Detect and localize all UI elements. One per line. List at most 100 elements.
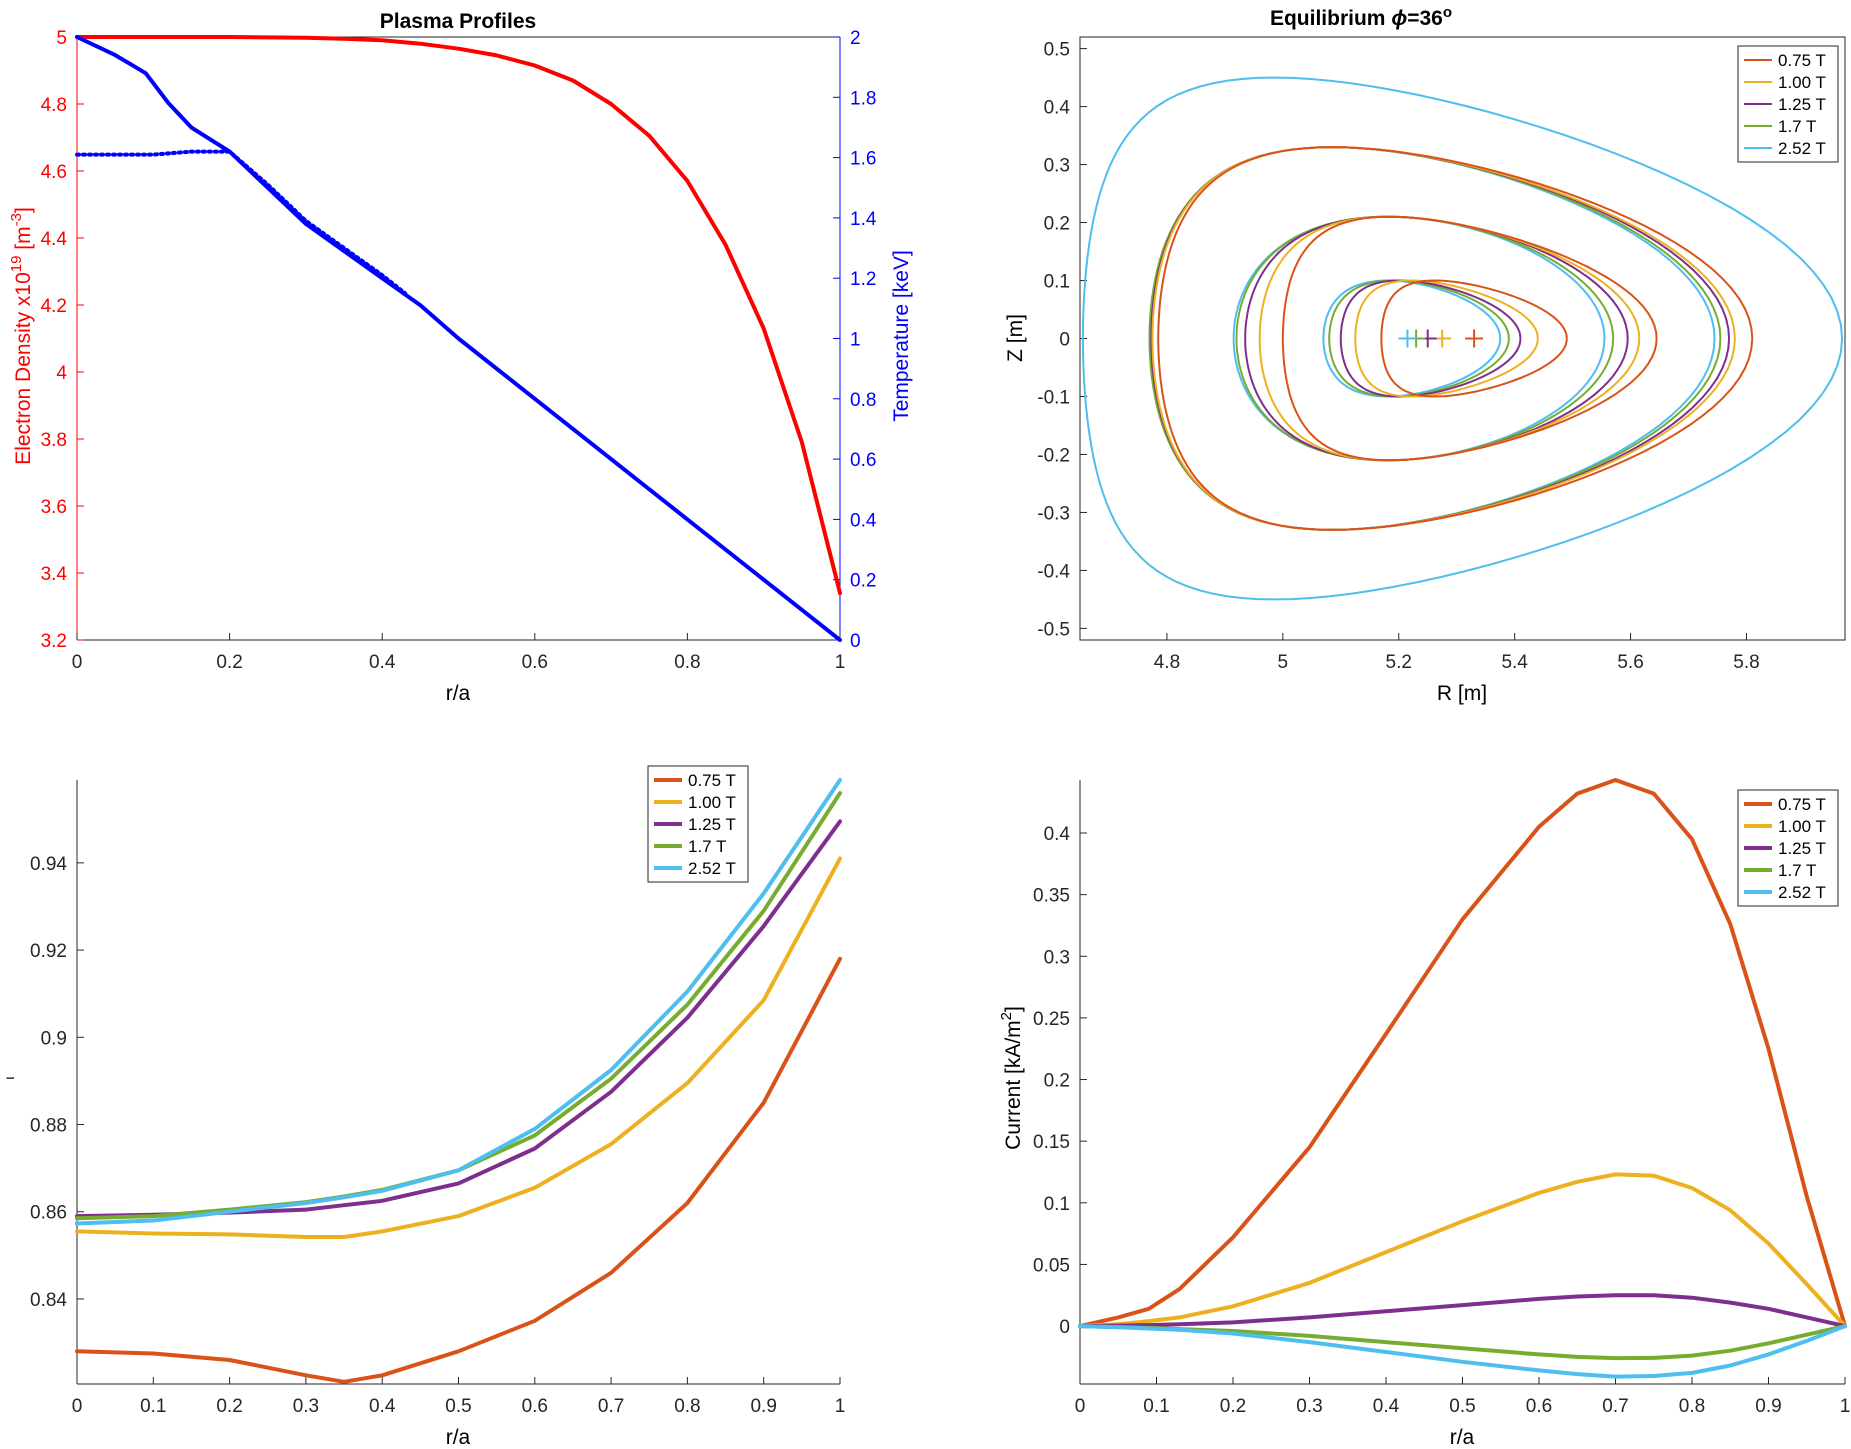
- equilibrium-flux-surface: [1328, 279, 1510, 398]
- plasma-profiles-chart: Plasma Profiles Electron Density x1019 […: [8, 10, 913, 705]
- current-ytick-label: 0: [1059, 1317, 1070, 1338]
- equilibrium-legend-label: 2.52 T: [1778, 139, 1826, 158]
- current-series-2: [1078, 1293, 1847, 1329]
- current-ytick-label: 0.35: [1033, 886, 1070, 907]
- plasma-profiles-xtick-label: 0.6: [522, 652, 548, 673]
- plasma-profiles-ylabel-left: Electron Density x1019 [m-3]: [8, 207, 35, 465]
- iota-xlabel: r/a: [446, 1426, 471, 1449]
- current-xtick-label: 0.7: [1602, 1396, 1628, 1417]
- iota-xtick-label: 0: [72, 1396, 83, 1417]
- iota-xtick-label: 0.9: [750, 1396, 776, 1417]
- plasma-profiles-right-ytick-label: 1: [850, 330, 861, 351]
- plasma-profiles-right-ytick-label: 1.4: [850, 209, 877, 230]
- equilibrium-flux-surface: [1151, 146, 1736, 531]
- equilibrium-ytick-label: 0.5: [1044, 40, 1070, 61]
- plasma-profiles-series-2: [75, 149, 408, 296]
- equilibrium-title: Equilibrium ϕ=36o: [1270, 4, 1452, 30]
- plasma-profiles-left-ytick-label: 4.6: [41, 162, 67, 183]
- current-xtick-label: 0.9: [1755, 1396, 1781, 1417]
- iota-xtick-label: 0.2: [216, 1396, 242, 1417]
- plasma-profiles-xlabel: r/a: [446, 682, 471, 705]
- iota-legend-label: 0.75 T: [688, 771, 736, 790]
- plasma-profiles-left-ytick-label: 4.2: [41, 296, 67, 317]
- equilibrium-flux-surface: [1081, 76, 1844, 601]
- iota-ytick-label: 0.92: [30, 941, 67, 962]
- plasma-profiles-xtick-label: 0: [72, 652, 83, 673]
- plasma-profiles-right-ytick-label: 0.8: [850, 390, 876, 411]
- plasma-profiles-left-ytick-label: 4: [56, 363, 67, 384]
- current-ytick-label: 0.4: [1044, 824, 1071, 845]
- iota-ytick-label: 0.88: [30, 1116, 67, 1137]
- plasma-profiles-right-ytick-label: 0.4: [850, 510, 877, 531]
- current-series-4: [1078, 1324, 1847, 1379]
- equilibrium-xtick-label: 5.6: [1617, 652, 1643, 673]
- equilibrium-magnetic-axis-marker: [1465, 329, 1484, 348]
- equilibrium-legend-label: 0.75 T: [1778, 51, 1826, 70]
- iota-xtick-label: 0.8: [674, 1396, 700, 1417]
- equilibrium-ylabel: Z [m]: [1004, 314, 1027, 362]
- equilibrium-legend-label: 1.00 T: [1778, 73, 1826, 92]
- current-ytick-label: 0.3: [1044, 947, 1070, 968]
- plasma-profiles-right-ytick-label: 0.2: [850, 571, 876, 592]
- plasma-profiles-left-ytick-label: 3.6: [41, 497, 67, 518]
- iota-legend-label: 1.25 T: [688, 815, 736, 834]
- plasma-profiles-left-ytick-label: 5: [56, 28, 67, 49]
- plasma-profiles-title: Plasma Profiles: [380, 10, 536, 33]
- equilibrium-flux-surface: [1380, 279, 1568, 398]
- plasma-profiles-xtick-label: 1: [835, 652, 846, 673]
- equilibrium-plot-area: [1079, 36, 1846, 641]
- plasma-profiles-left-ytick-label: 3.8: [41, 430, 67, 451]
- plasma-profiles-right-ytick-label: 2: [850, 28, 861, 49]
- current-xtick-label: 0.3: [1296, 1396, 1322, 1417]
- current-legend-label: 1.25 T: [1778, 839, 1826, 858]
- plasma-profiles-series-1: [75, 35, 842, 642]
- current-series-0: [1078, 778, 1847, 1329]
- current-ytick-label: 0.2: [1044, 1071, 1070, 1092]
- iota-series-1: [75, 856, 842, 1239]
- plasma-profiles-left-ytick-label: 4.8: [41, 95, 67, 116]
- equilibrium-ytick-label: 0.1: [1044, 272, 1070, 293]
- current-xtick-label: 0.8: [1679, 1396, 1705, 1417]
- current-xtick-label: 0.6: [1526, 1396, 1552, 1417]
- equilibrium-ytick-label: 0.4: [1044, 98, 1071, 119]
- iota-series-4: [75, 778, 842, 1226]
- plasma-profiles-xtick-label: 0.2: [216, 652, 242, 673]
- iota-series-0: [75, 956, 842, 1384]
- plasma-profiles-left-ytick-label: 4.4: [41, 229, 68, 250]
- current-ytick-label: 0.25: [1033, 1009, 1070, 1030]
- equilibrium-xtick-label: 5.2: [1386, 652, 1412, 673]
- equilibrium-flux-surface: [1354, 279, 1539, 398]
- equilibrium-chart: Equilibrium ϕ=36o Z [m] R [m] 4.8 5 5.2 5.4…: [1004, 4, 1846, 705]
- plasma-profiles-left-ytick-label: 3.4: [41, 564, 68, 585]
- plasma-profiles-series-0: [75, 35, 842, 596]
- iota-ytick-label: 0.84: [30, 1290, 67, 1311]
- iota-xtick-label: 0.1: [140, 1396, 166, 1417]
- current-legend-label: 1.00 T: [1778, 817, 1826, 836]
- iota-legend-label: 1.00 T: [688, 793, 736, 812]
- current-xtick-label: 0.4: [1373, 1396, 1400, 1417]
- current-xlabel: r/a: [1450, 1426, 1475, 1449]
- iota-xtick-label: 0.5: [445, 1396, 471, 1417]
- plasma-profiles-right-ytick-label: 1.8: [850, 88, 876, 109]
- equilibrium-ytick-label: -0.2: [1037, 445, 1070, 466]
- current-ylabel: Current [kA/m2]: [998, 1006, 1025, 1150]
- equilibrium-ytick-label: 0: [1059, 330, 1070, 351]
- plasma-profiles-xtick-label: 0.8: [674, 652, 700, 673]
- equilibrium-ytick-label: -0.5: [1037, 619, 1070, 640]
- equilibrium-ytick-label: -0.1: [1037, 387, 1070, 408]
- plasma-profiles-ylabel-right: Temperature [keV]: [890, 250, 913, 422]
- iota-ylabel: ι: [1, 1076, 17, 1079]
- plasma-profiles-right-ytick-label: 1.6: [850, 149, 876, 170]
- current-xtick-label: 0.2: [1220, 1396, 1246, 1417]
- current-ytick-label: 0.05: [1033, 1255, 1070, 1276]
- iota-chart: ι r/a 0 0.1 0.2 0.3 0.4 0.5 0.6 0.7 0.8 0.9 1 0.84 0…: [1, 765, 845, 1449]
- equilibrium-flux-surface: [1339, 279, 1522, 398]
- equilibrium-xtick-label: 4.8: [1154, 652, 1180, 673]
- equilibrium-xtick-label: 5: [1278, 652, 1289, 673]
- current-legend-label: 2.52 T: [1778, 883, 1826, 902]
- current-xtick-label: 1: [1840, 1396, 1851, 1417]
- iota-legend-label: 1.7 T: [688, 837, 726, 856]
- equilibrium-xtick-label: 5.4: [1501, 652, 1528, 673]
- iota-ytick-label: 0.9: [41, 1028, 67, 1049]
